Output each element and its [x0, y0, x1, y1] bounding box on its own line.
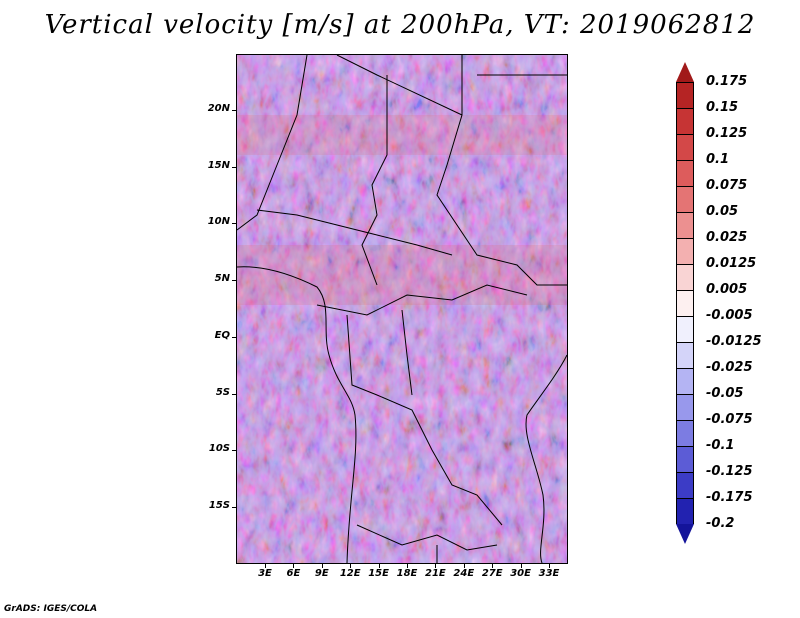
border-2 [361, 75, 388, 286]
longitude-tick [378, 563, 380, 568]
longitude-label: 6E [286, 568, 301, 579]
latitude-tick [232, 223, 237, 225]
colorbar-label: 0.05 [706, 204, 739, 219]
longitude-tick [520, 563, 522, 568]
latitude-label: 10N [207, 216, 230, 228]
colorbar-segment [676, 420, 694, 446]
colorbar-segment [676, 472, 694, 498]
longitude-tick [463, 563, 465, 568]
border-7 [346, 314, 503, 526]
longitude-tick [435, 563, 437, 568]
colorbar-segment [676, 238, 694, 264]
colorbar-label: -0.0125 [706, 334, 762, 349]
longitude-tick [407, 563, 408, 568]
vertical-velocity-map [236, 54, 568, 564]
colorbar-label: -0.005 [706, 308, 753, 323]
colorbar-segment [676, 62, 694, 82]
colorbar-segment [676, 290, 694, 316]
colorbar-segment [676, 186, 694, 212]
colorbar-segment [676, 524, 694, 544]
colorbar-segment [676, 498, 694, 524]
longitude-tick [350, 563, 352, 568]
border-9 [356, 524, 498, 551]
latitude-tick [232, 393, 237, 395]
colorbar-label: -0.125 [706, 464, 753, 479]
latitude-tick [232, 110, 237, 111]
longitude-label: 15E [368, 568, 389, 579]
red-band-north [237, 115, 567, 155]
field-noise-blue [237, 55, 567, 563]
colorbar-segment [676, 316, 694, 342]
longitude-label: 12E [339, 568, 361, 579]
colorbar-segment [676, 82, 694, 108]
coastline-west [237, 266, 357, 563]
colorbar-segment [676, 264, 694, 290]
colorbar-segment [676, 446, 694, 472]
grads-credit: GrADS: IGES/COLA [4, 604, 98, 614]
longitude-tick [293, 563, 295, 568]
colorbar-label: 0.15 [706, 100, 739, 115]
colorbar-segment [676, 134, 694, 160]
colorbar-label: 0.0125 [706, 256, 757, 271]
border-3 [436, 55, 567, 286]
latitude-tick [232, 506, 237, 508]
colorbar-label: -0.1 [706, 438, 735, 453]
coastline-east [525, 354, 567, 563]
colorbar-label: 0.1 [706, 152, 730, 167]
colorbar-segment [676, 342, 694, 368]
colorbar-label: -0.175 [706, 490, 753, 505]
map-field-svg [237, 55, 567, 563]
colorbar-segment [676, 212, 694, 238]
colorbar-segment [676, 160, 694, 186]
latitude-label: 5N [214, 273, 230, 285]
latitude-label: 15N [207, 159, 230, 171]
colorbar-label: 0.005 [706, 282, 748, 297]
latitude-tick [232, 280, 237, 282]
latitude-label: 20N [207, 103, 230, 114]
longitude-label: 27E [481, 568, 503, 579]
border-5 [256, 209, 453, 256]
border-1 [237, 55, 308, 231]
colorbar-segment [676, 394, 694, 420]
longitude-label: 30E [510, 568, 531, 579]
colorbar-segment [676, 108, 694, 134]
longitude-label: 33E [538, 568, 560, 579]
longitude-label: 9E [314, 568, 329, 579]
longitude-label: 21E [425, 568, 446, 579]
boundaries [237, 55, 567, 563]
longitude-tick [265, 563, 266, 568]
map-title: Vertical velocity [m/s] at 200hPa, VT: 2… [44, 10, 756, 40]
border-6 [316, 284, 528, 316]
colorbar-label: 0.125 [706, 126, 748, 141]
latitude-tick [232, 450, 237, 452]
longitude-tick [492, 563, 494, 568]
latitude-tick [232, 166, 237, 168]
colorbar-label: -0.05 [706, 386, 744, 401]
latitude-label: 10S [208, 443, 230, 455]
latitude-label: 15S [208, 499, 230, 511]
colorbar-label: 0.025 [706, 230, 748, 245]
latitude-label: 5S [215, 386, 230, 398]
longitude-label: 3E [258, 568, 272, 579]
colorbar-label: -0.025 [706, 360, 753, 375]
colorbar-segment [676, 368, 694, 394]
latitude-label: EQ [214, 329, 230, 341]
colorbar-label: -0.075 [706, 412, 753, 427]
border-8 [401, 309, 413, 396]
colorbar-label: 0.175 [706, 74, 748, 89]
border-4 [336, 55, 463, 116]
latitude-tick [232, 336, 237, 338]
colorbar-label: 0.075 [706, 178, 748, 193]
colorbar-label: -0.2 [706, 516, 735, 531]
longitude-tick [549, 563, 550, 568]
longitude-label: 24E [453, 568, 475, 579]
longitude-label: 18E [396, 568, 418, 579]
red-band-equator [237, 245, 567, 305]
longitude-tick [321, 563, 323, 568]
